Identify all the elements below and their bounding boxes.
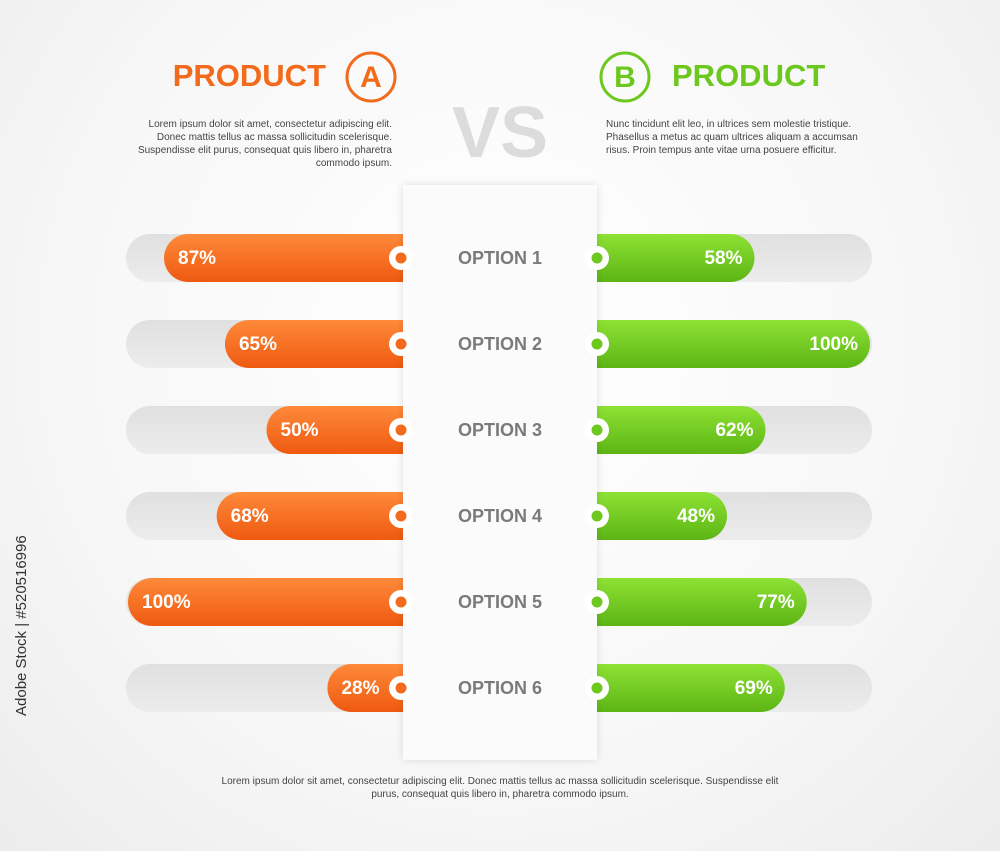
bar (565, 664, 785, 712)
bar (565, 234, 755, 282)
category-label: OPTION 1 (458, 248, 542, 268)
category-label: OPTION 3 (458, 420, 542, 440)
value-label: 65% (239, 334, 277, 355)
value-label: 50% (281, 420, 319, 441)
category-label: OPTION 2 (458, 334, 542, 354)
bar (565, 320, 870, 368)
category-label: OPTION 6 (458, 678, 542, 698)
center-panel (403, 185, 597, 760)
connector-dot (395, 338, 407, 350)
vs-label: VS (452, 93, 548, 173)
badge (345, 51, 397, 103)
bar (164, 234, 435, 282)
connector-dot (591, 510, 603, 522)
series-name: PRODUCT (672, 58, 825, 93)
value-label: 87% (178, 248, 216, 269)
bar (266, 406, 435, 454)
bar (565, 492, 727, 540)
value-label: 100% (142, 592, 191, 613)
category-label: OPTION 4 (458, 506, 542, 526)
value-label: 69% (735, 678, 773, 699)
value-label: 77% (757, 592, 795, 613)
footnote: Lorem ipsum dolor sit amet, consectetur … (221, 776, 779, 800)
bar (565, 406, 766, 454)
value-label: 28% (341, 678, 379, 699)
value-label: 100% (809, 334, 858, 355)
description-b: Nunc tincidunt elit leo, in ultrices sem… (606, 119, 858, 156)
connector-dot (591, 252, 603, 264)
badge-label: A (360, 61, 382, 94)
bar (128, 578, 435, 626)
connector-dot (395, 510, 407, 522)
badge-label: B (614, 61, 636, 94)
connector-dot (591, 338, 603, 350)
series-name: PRODUCT (173, 58, 326, 93)
connector-dot (591, 682, 603, 694)
bar (565, 578, 807, 626)
category-label: OPTION 5 (458, 592, 542, 612)
connector-dot (395, 424, 407, 436)
connector-dot (395, 682, 407, 694)
watermark: Adobe Stock | #520516996 (13, 535, 30, 716)
value-label: 62% (715, 420, 753, 441)
value-label: 58% (704, 248, 742, 269)
connector-dot (395, 596, 407, 608)
value-label: 48% (677, 506, 715, 527)
bar (224, 320, 435, 368)
description-a: Lorem ipsum dolor sit amet, consectetur … (137, 119, 392, 169)
value-label: 68% (231, 506, 269, 527)
bar (216, 492, 435, 540)
connector-dot (395, 252, 407, 264)
connector-dot (591, 596, 603, 608)
badge (599, 51, 651, 103)
connector-dot (591, 424, 603, 436)
